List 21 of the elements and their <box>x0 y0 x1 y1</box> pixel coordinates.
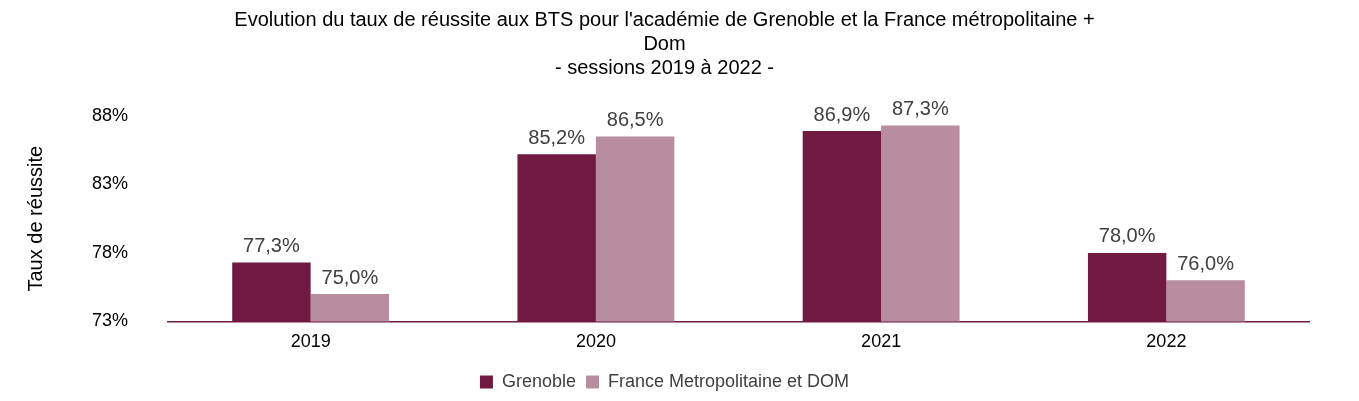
y-tick-label: 88% <box>92 104 129 125</box>
data-label: 85,2% <box>528 125 586 148</box>
x-tick-label: 2022 <box>1146 331 1187 352</box>
data-label: 76,0% <box>1177 251 1235 274</box>
x-tick-label: 2019 <box>290 331 331 352</box>
data-label: 75,0% <box>321 265 379 288</box>
data-label: 77,3% <box>243 234 300 257</box>
data-label: 86,5% <box>606 108 664 131</box>
y-tick-label: 78% <box>92 241 129 262</box>
y-tick-label: 73% <box>92 310 129 331</box>
legend-label: Grenoble <box>501 370 576 391</box>
y-axis-title: Taux de réussite <box>23 145 46 292</box>
x-tick-label: 2020 <box>575 331 616 352</box>
legend-label: France Metropolitaine et DOM <box>607 370 850 391</box>
chart-subtitle: - sessions 2019 à 2022 - <box>554 55 775 78</box>
x-tick-label: 2021 <box>861 331 902 352</box>
data-label: 78,0% <box>1098 224 1156 247</box>
data-label: 86,9% <box>813 102 871 125</box>
data-label: 87,3% <box>892 97 949 120</box>
chart-title: Evolution du taux de réussite aux BTS pour l'académie de Grenoble et la France métropolitaine + Dom <box>234 7 1095 54</box>
y-tick-label: 83% <box>92 173 129 194</box>
